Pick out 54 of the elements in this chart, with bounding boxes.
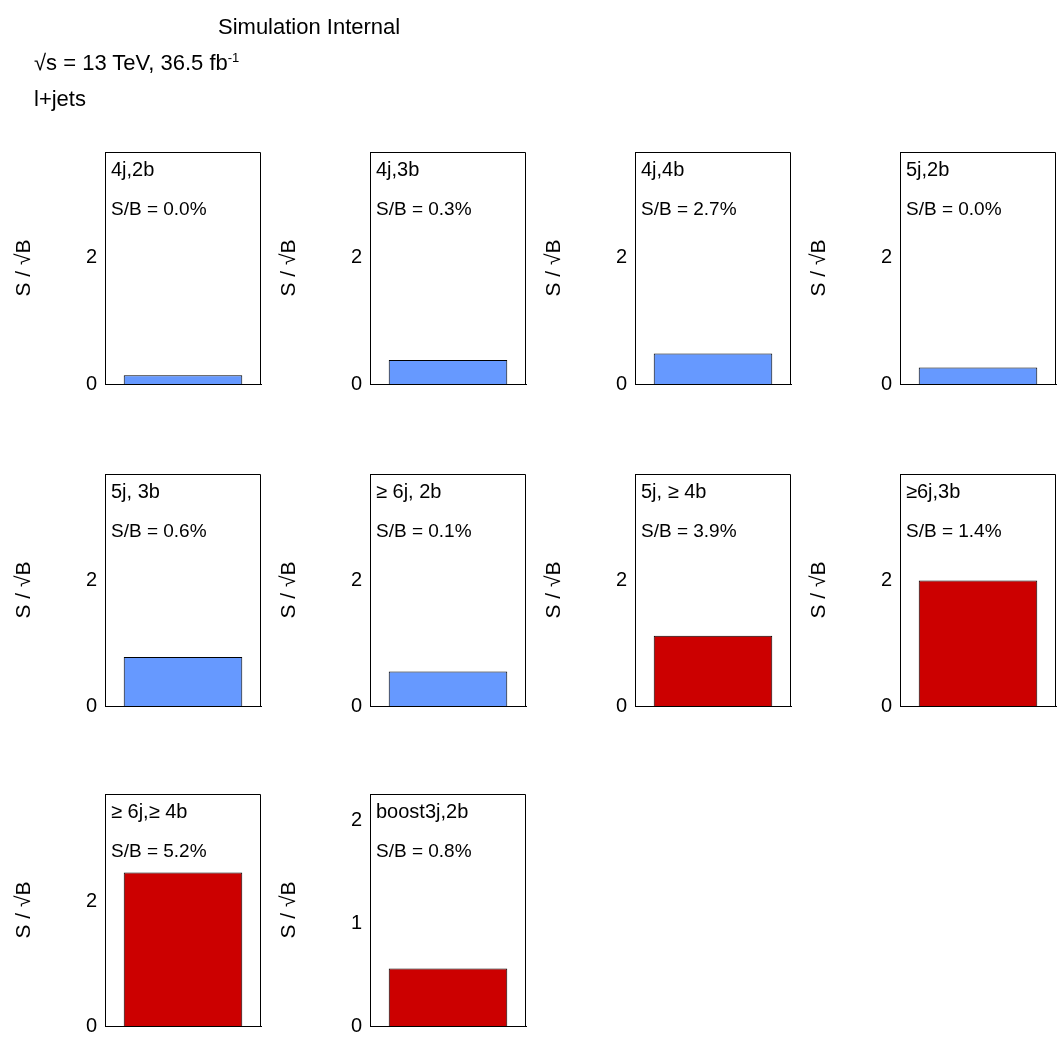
- y-tick-label: 0: [85, 371, 97, 394]
- annotation: S/B = 5.2%: [111, 839, 207, 861]
- annotation: S/B = 0.1%: [376, 519, 472, 541]
- y-tick-label: 0: [880, 693, 892, 716]
- chart-title: ≥ 6j, 2b: [376, 479, 442, 502]
- y-axis-title: S / √B: [11, 561, 35, 619]
- chart-title: 5j,2b: [906, 157, 950, 180]
- annotation: S/B = 0.3%: [376, 197, 472, 219]
- text: √s = 13 TeV, 36.5 fb$^{-1}$: [34, 50, 240, 77]
- y-tick-label: 0: [85, 693, 97, 716]
- y-axis-title: S / √B: [11, 239, 35, 297]
- y-tick-label: 0: [85, 1013, 97, 1036]
- y-axis-title: S / √B: [806, 561, 830, 619]
- y-tick-label: 2: [880, 568, 892, 591]
- annotation: S/B = 0.8%: [376, 839, 472, 861]
- y-tick-label: 0: [350, 693, 362, 716]
- annotation: S/B = 0.0%: [111, 197, 207, 219]
- chart-title: 5j, 3b: [111, 479, 160, 502]
- y-tick-label: 0: [615, 371, 627, 394]
- y-tick-label: 1: [350, 910, 362, 933]
- text: l+jets: [34, 86, 86, 112]
- y-tick-label: 2: [85, 568, 97, 591]
- y-tick-label: 2: [880, 244, 892, 267]
- annotation: S/B = 2.7%: [641, 197, 737, 219]
- annotation: S/B = 0.0%: [906, 197, 1002, 219]
- y-tick-label: 2: [85, 888, 97, 911]
- y-axis-title: S / √B: [276, 881, 300, 939]
- y-axis-title: S / √B: [11, 881, 35, 939]
- chart-title: ≥ 6j,≥ 4b: [111, 799, 188, 822]
- y-tick-label: 2: [615, 244, 627, 267]
- y-tick-label: 0: [880, 371, 892, 394]
- chart-title: 5j, ≥ 4b: [641, 479, 707, 502]
- annotation: S/B = 1.4%: [906, 519, 1002, 541]
- y-axis-title: S / √B: [806, 239, 830, 297]
- annotation: S/B = 3.9%: [641, 519, 737, 541]
- chart-title: 4j,2b: [111, 157, 155, 180]
- y-tick-label: 2: [350, 568, 362, 591]
- text: Simulation Internal: [218, 14, 401, 40]
- y-axis-title: S / √B: [541, 561, 565, 619]
- y-tick-label: 0: [615, 693, 627, 716]
- annotation: S/B = 0.6%: [111, 519, 207, 541]
- chart-title: 4j,3b: [376, 157, 420, 180]
- y-tick-label: 2: [85, 244, 97, 267]
- y-tick-label: 2: [350, 808, 362, 831]
- y-tick-label: 2: [615, 568, 627, 591]
- y-tick-label: 2: [350, 244, 362, 267]
- y-axis-title: S / √B: [541, 239, 565, 297]
- y-axis-title: S / √B: [276, 239, 300, 297]
- chart-title: 4j,4b: [641, 157, 685, 180]
- chart-title: ≥6j,3b: [906, 479, 961, 502]
- chart-title: boost3j,2b: [376, 799, 469, 822]
- y-axis-title: S / √B: [276, 561, 300, 619]
- y-tick-label: 0: [350, 1013, 362, 1036]
- y-tick-label: 0: [350, 371, 362, 394]
